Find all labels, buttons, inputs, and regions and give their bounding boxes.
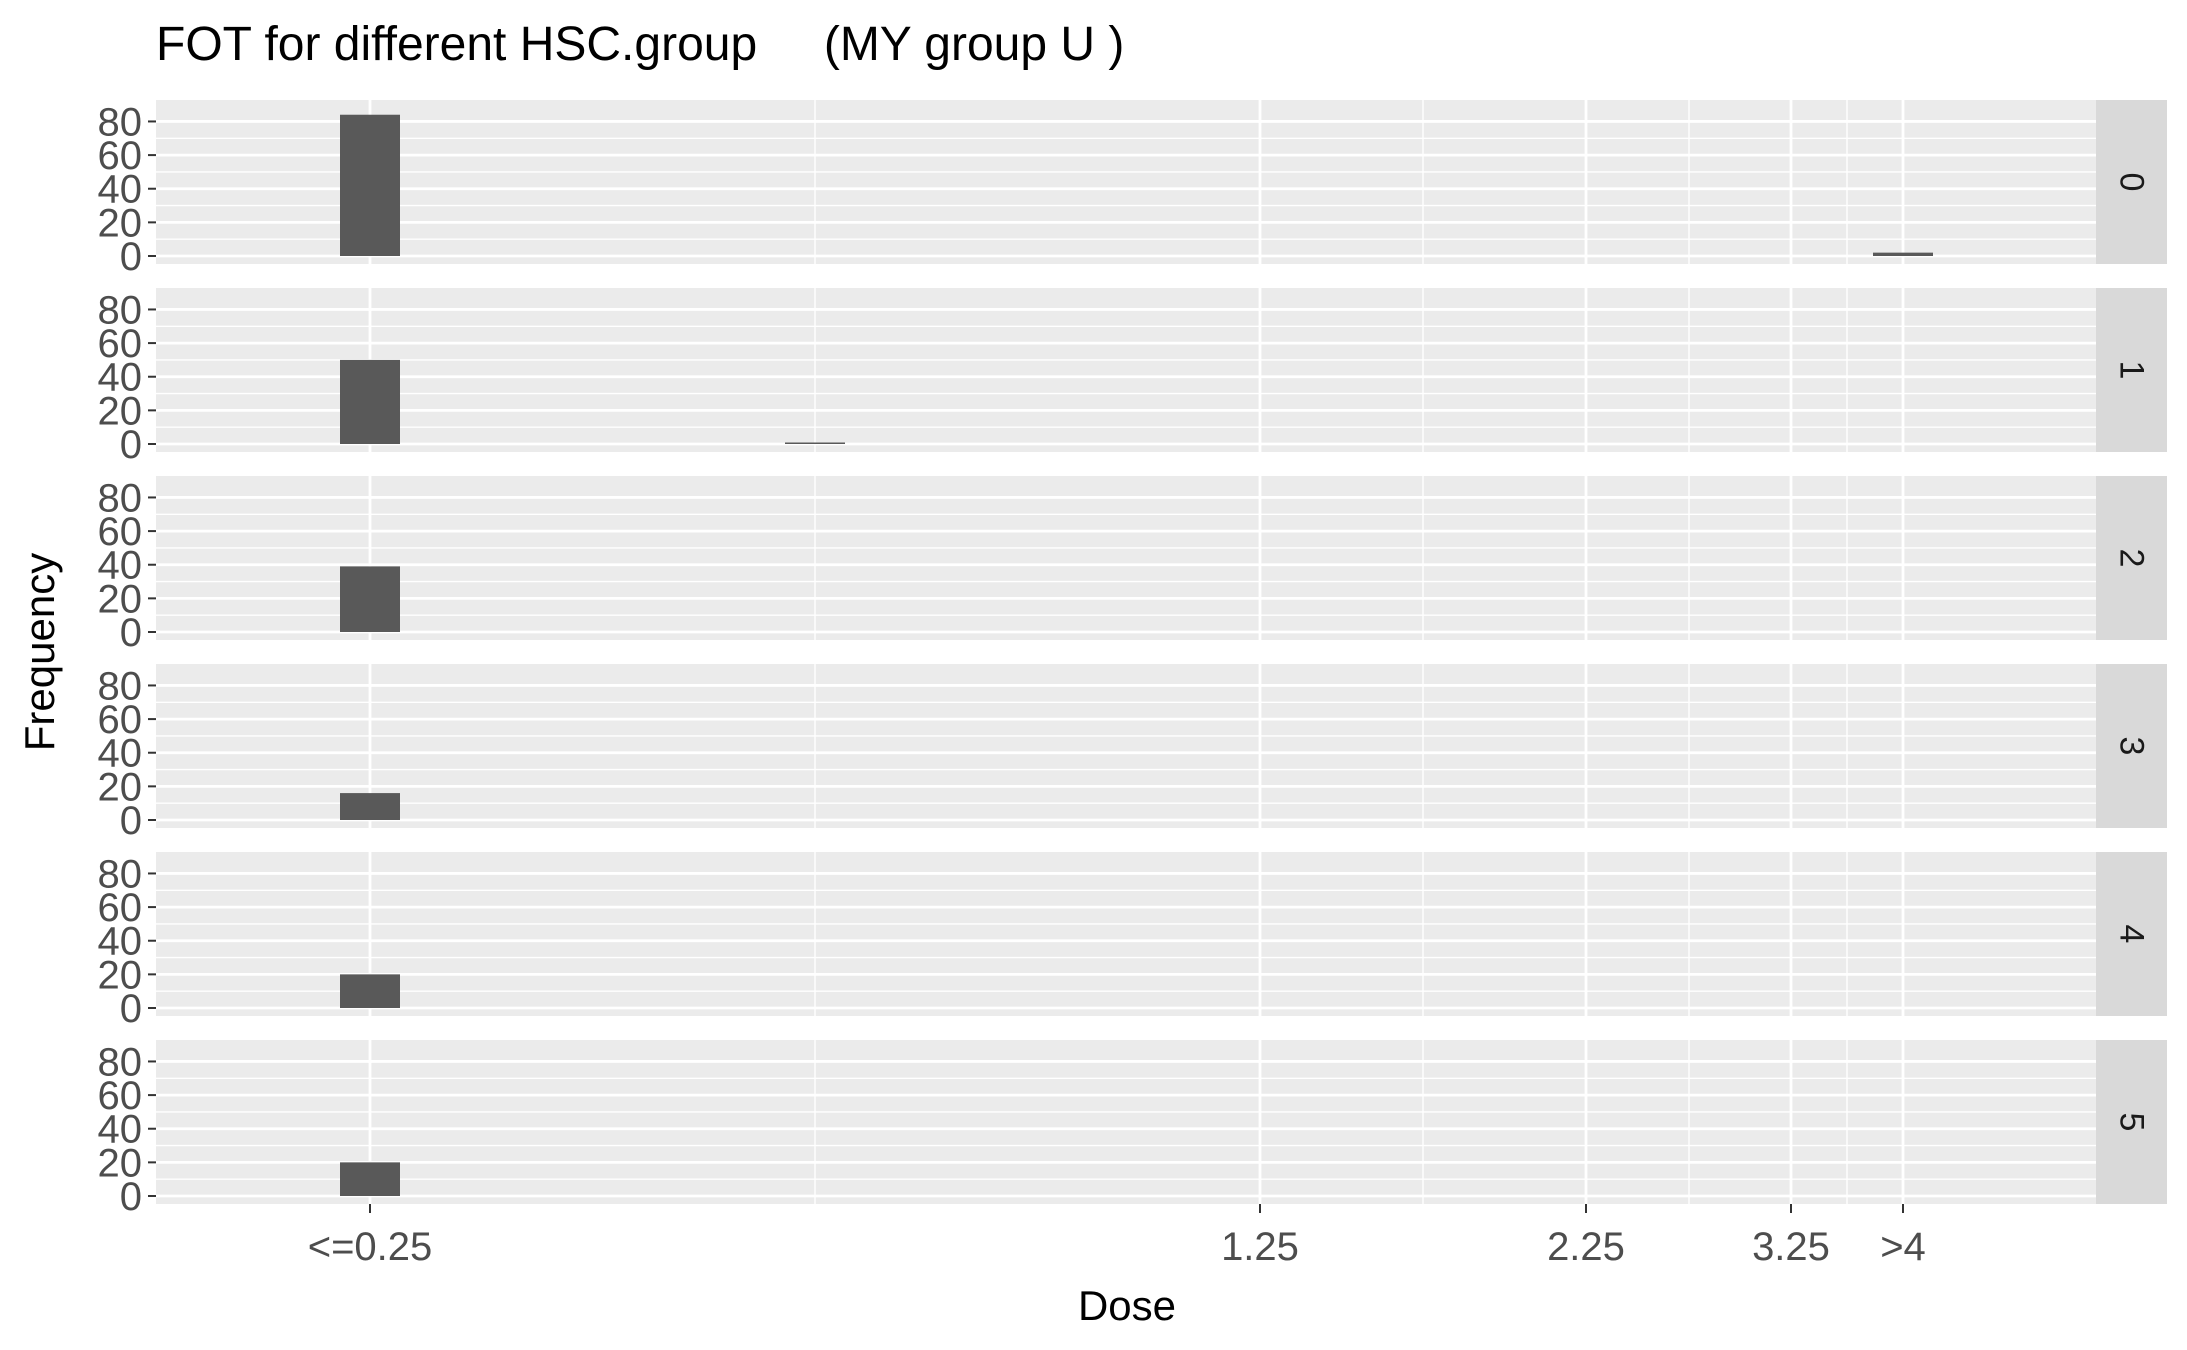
facet-strip-label: 5 bbox=[2113, 1113, 2151, 1132]
y-tick-label: 80 bbox=[98, 664, 143, 708]
x-tick-label: >4 bbox=[1880, 1225, 1926, 1269]
histogram-bar bbox=[340, 1162, 400, 1196]
chart-title: FOT for different HSC.group (MY group U … bbox=[156, 18, 1124, 71]
y-tick-label: 20 bbox=[98, 201, 143, 245]
x-axis-title: Dose bbox=[1078, 1282, 1176, 1329]
facet-strip-label: 2 bbox=[2113, 549, 2151, 568]
panel-background bbox=[156, 1040, 2096, 1204]
facet-strip-label: 4 bbox=[2113, 925, 2151, 944]
facet-strip-label: 0 bbox=[2113, 173, 2151, 192]
facet-strip bbox=[2096, 288, 2167, 452]
facet-strip bbox=[2096, 1040, 2167, 1204]
x-tick-label: <=0.25 bbox=[308, 1225, 433, 1269]
y-tick-label: 60 bbox=[98, 322, 143, 366]
histogram-bar bbox=[785, 442, 845, 444]
facet-strip bbox=[2096, 476, 2167, 640]
histogram-bar bbox=[340, 793, 400, 820]
y-tick-label: 60 bbox=[98, 134, 143, 178]
x-tick-label: 3.25 bbox=[1752, 1225, 1830, 1269]
y-tick-label: 0 bbox=[120, 1175, 142, 1219]
y-tick-label: 60 bbox=[98, 510, 143, 554]
histogram-bar bbox=[340, 359, 400, 444]
histogram-bar bbox=[340, 974, 400, 1008]
facet-strip bbox=[2096, 664, 2167, 828]
y-tick-label: 80 bbox=[98, 100, 143, 144]
y-axis-title: Frequency bbox=[16, 553, 63, 751]
panel-background bbox=[156, 476, 2096, 640]
y-tick-label: 80 bbox=[98, 1040, 143, 1084]
y-tick-label: 20 bbox=[98, 765, 143, 809]
facet-strip bbox=[2096, 100, 2167, 264]
facet-strip-label: 1 bbox=[2113, 361, 2151, 380]
panel-background bbox=[156, 288, 2096, 452]
facet-strip-label: 3 bbox=[2113, 737, 2151, 756]
x-axis: <=0.25 1.25 2.25 3.25 >4 bbox=[308, 1204, 1926, 1269]
y-tick-label: 40 bbox=[98, 168, 143, 212]
y-tick-label: 40 bbox=[98, 732, 143, 776]
panel-background bbox=[156, 852, 2096, 1016]
histogram-bar bbox=[1873, 252, 1933, 256]
facet-panels: 0204060800020406080102040608020204060803… bbox=[98, 100, 2167, 1219]
y-tick-label: 80 bbox=[98, 288, 143, 332]
y-tick-label: 60 bbox=[98, 698, 143, 742]
facet-strip bbox=[2096, 852, 2167, 1016]
y-tick-label: 80 bbox=[98, 852, 143, 896]
y-tick-label: 40 bbox=[98, 356, 143, 400]
y-tick-label: 80 bbox=[98, 476, 143, 520]
y-tick-label: 20 bbox=[98, 1141, 143, 1185]
histogram-bar bbox=[340, 566, 400, 632]
y-tick-label: 40 bbox=[98, 1108, 143, 1152]
y-tick-label: 40 bbox=[98, 920, 143, 964]
y-tick-label: 0 bbox=[120, 235, 142, 279]
y-tick-label: 60 bbox=[98, 1074, 143, 1118]
y-tick-label: 0 bbox=[120, 799, 142, 843]
panel-background bbox=[156, 100, 2096, 264]
y-tick-label: 40 bbox=[98, 544, 143, 588]
y-tick-label: 20 bbox=[98, 389, 143, 433]
y-tick-label: 0 bbox=[120, 987, 142, 1031]
x-tick-label: 2.25 bbox=[1547, 1225, 1625, 1269]
panel-background bbox=[156, 664, 2096, 828]
y-tick-label: 0 bbox=[120, 611, 142, 655]
y-tick-label: 20 bbox=[98, 577, 143, 621]
y-tick-label: 20 bbox=[98, 953, 143, 997]
y-tick-label: 60 bbox=[98, 886, 143, 930]
histogram-bar bbox=[340, 114, 400, 257]
x-tick-label: 1.25 bbox=[1221, 1225, 1299, 1269]
y-tick-label: 0 bbox=[120, 423, 142, 467]
